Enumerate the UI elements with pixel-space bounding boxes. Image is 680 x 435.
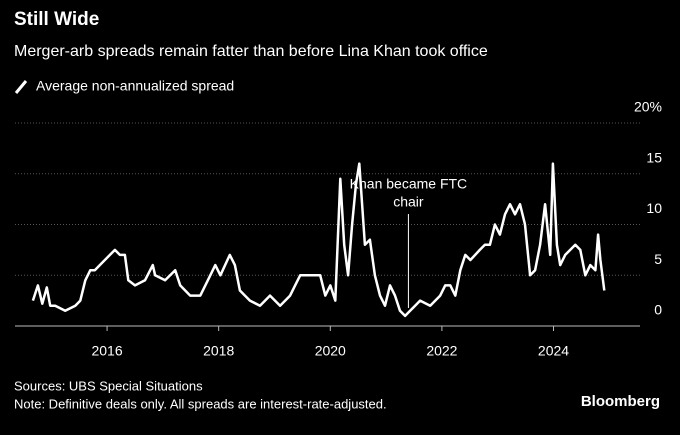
y-tick-label: 15 [646,149,662,165]
note: Note: Definitive deals only. All spreads… [14,396,387,411]
chart-title: Still Wide [14,9,99,30]
y-tick-label: 0 [654,302,662,318]
x-tick-label: 2024 [538,343,569,359]
series-line [31,162,606,318]
annotation-text: Khan became FTC [350,176,468,192]
legend-label: Average non-annualized spread [36,78,234,94]
x-tick-label: 2020 [315,343,346,359]
sources: Sources: UBS Special Situations [14,378,203,393]
y-tick-label: 5 [654,251,662,267]
x-tick-label: 2016 [91,343,122,359]
legend-swatch [14,80,28,94]
y-tick-label: 10 [646,200,662,216]
chart-subtitle: Merger-arb spreads remain fatter than be… [14,43,488,60]
annotation-text: chair [393,194,424,210]
brand: Bloomberg [581,393,660,410]
x-tick-label: 2018 [203,343,234,359]
y-tick-label: 20% [634,99,662,115]
x-tick-label: 2022 [426,343,457,359]
